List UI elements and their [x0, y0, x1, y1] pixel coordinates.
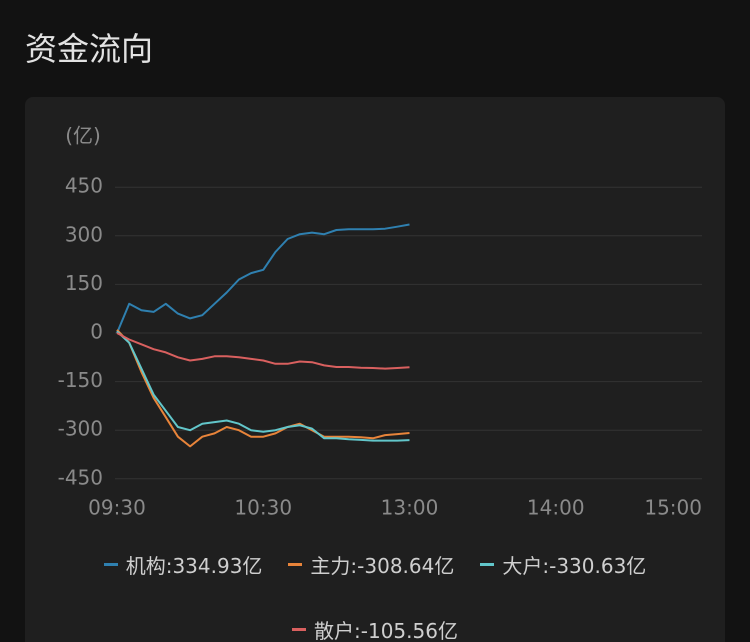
series-line [116, 332, 410, 370]
legend-item: 主力:-308.64亿 [288, 550, 454, 579]
x-tick-label: 10:30 [234, 496, 292, 520]
legend-item: 机构:334.93亿 [103, 550, 263, 579]
series-line [116, 329, 410, 448]
y-tick-label: 300 [65, 222, 103, 246]
y-tick-label: 150 [65, 271, 103, 295]
legend-label: 大户:-330.63亿 [502, 554, 647, 578]
y-tick-label: -150 [58, 368, 103, 392]
x-tick-label: 14:00 [527, 496, 585, 520]
legend-label: 主力:-308.64亿 [310, 554, 455, 578]
y-tick-label: -450 [58, 465, 103, 489]
x-tick-label: 13:00 [381, 496, 439, 520]
section-title: 资金流向 [25, 30, 154, 68]
legend-label: 机构:334.93亿 [125, 554, 263, 578]
legend-item: 大户:-330.63亿 [480, 550, 646, 579]
series-line [116, 223, 410, 334]
legend-label: 散户:-105.56亿 [314, 619, 458, 642]
legend-swatch [292, 628, 307, 631]
legend: 机构:334.93亿 主力:-308.64亿 大户:-330.63亿散户:-105.… [40, 550, 710, 642]
legend-swatch [103, 563, 118, 566]
y-tick-label: 0 [90, 320, 103, 344]
legend-item: 散户:-105.56亿 [292, 615, 458, 642]
x-tick-label: 09:30 [88, 496, 146, 520]
series-line [116, 330, 410, 442]
legend-swatch [288, 563, 303, 566]
legend-swatch [480, 563, 495, 566]
y-tick-label: -300 [58, 417, 103, 441]
y-unit: (亿) [65, 124, 101, 148]
x-tick-label: 15:00 [644, 496, 702, 520]
y-tick-label: 450 [65, 174, 103, 198]
